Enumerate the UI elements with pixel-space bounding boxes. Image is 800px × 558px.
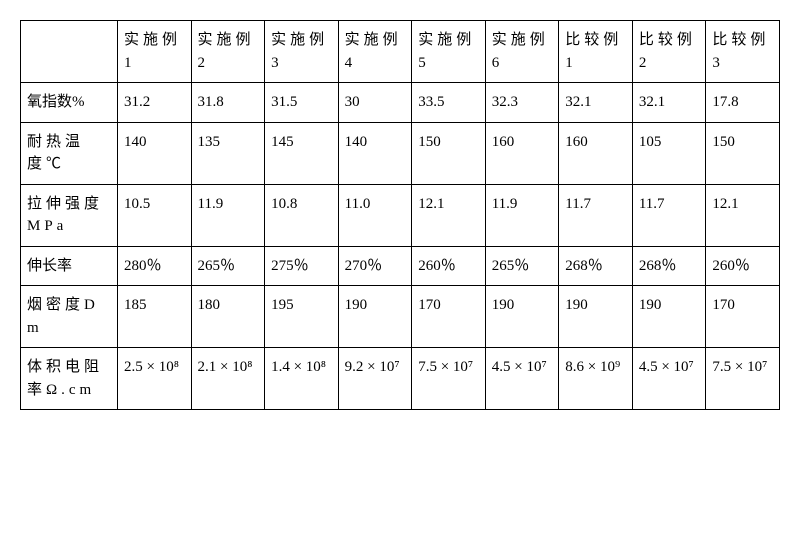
- data-cell: 160: [485, 122, 559, 184]
- header-row: 实施例1 实施例2 实施例3 实施例4 实施例5 实施例6 比较例1 比较例2 …: [21, 21, 780, 83]
- table-row: 伸长率 280％ 265％ 275％ 270％ 260％ 265％ 268％ 2…: [21, 246, 780, 286]
- data-cell: 280％: [118, 246, 192, 286]
- data-cell: 160: [559, 122, 633, 184]
- data-cell: 2.5 × 10⁸: [118, 348, 192, 410]
- row-label: 伸长率: [21, 246, 118, 286]
- data-cell: 11.7: [632, 184, 706, 246]
- data-cell: 11.7: [559, 184, 633, 246]
- row-label: 氧指数%: [21, 83, 118, 123]
- data-cell: 180: [191, 286, 265, 348]
- data-cell: 268％: [559, 246, 633, 286]
- table-row: 烟密度Dm 185 180 195 190 170 190 190 190 17…: [21, 286, 780, 348]
- data-cell: 145: [265, 122, 339, 184]
- data-cell: 268％: [632, 246, 706, 286]
- header-cell: 实施例5: [412, 21, 486, 83]
- data-cell: 4.5 × 10⁷: [632, 348, 706, 410]
- data-cell: 170: [412, 286, 486, 348]
- header-cell: 实施例1: [118, 21, 192, 83]
- header-cell: 实施例3: [265, 21, 339, 83]
- data-cell: 31.8: [191, 83, 265, 123]
- data-cell: 33.5: [412, 83, 486, 123]
- header-cell: 实施例4: [338, 21, 412, 83]
- data-cell: 32.1: [559, 83, 633, 123]
- table-row: 氧指数% 31.2 31.8 31.5 30 33.5 32.3 32.1 32…: [21, 83, 780, 123]
- header-cell: 实施例2: [191, 21, 265, 83]
- data-cell: 32.3: [485, 83, 559, 123]
- data-cell: 140: [118, 122, 192, 184]
- header-cell-blank: [21, 21, 118, 83]
- data-cell: 270％: [338, 246, 412, 286]
- row-label: 烟密度Dm: [21, 286, 118, 348]
- table-row: 体积电阻率Ω.cm 2.5 × 10⁸ 2.1 × 10⁸ 1.4 × 10⁸ …: [21, 348, 780, 410]
- data-cell: 105: [632, 122, 706, 184]
- table-row: 耐热温度℃ 140 135 145 140 150 160 160 105 15…: [21, 122, 780, 184]
- header-cell: 比较例1: [559, 21, 633, 83]
- data-cell: 10.8: [265, 184, 339, 246]
- data-cell: 265％: [191, 246, 265, 286]
- data-cell: 135: [191, 122, 265, 184]
- data-cell: 150: [412, 122, 486, 184]
- data-cell: 17.8: [706, 83, 780, 123]
- data-cell: 11.0: [338, 184, 412, 246]
- row-label: 拉伸强度MPa: [21, 184, 118, 246]
- data-cell: 195: [265, 286, 339, 348]
- table-row: 拉伸强度MPa 10.5 11.9 10.8 11.0 12.1 11.9 11…: [21, 184, 780, 246]
- header-cell: 实施例6: [485, 21, 559, 83]
- data-cell: 140: [338, 122, 412, 184]
- data-cell: 12.1: [412, 184, 486, 246]
- row-label: 耐热温度℃: [21, 122, 118, 184]
- data-cell: 275％: [265, 246, 339, 286]
- header-cell: 比较例2: [632, 21, 706, 83]
- data-cell: 7.5 × 10⁷: [412, 348, 486, 410]
- data-cell: 31.5: [265, 83, 339, 123]
- data-cell: 8.6 × 10⁹: [559, 348, 633, 410]
- row-label: 体积电阻率Ω.cm: [21, 348, 118, 410]
- data-cell: 185: [118, 286, 192, 348]
- data-cell: 11.9: [485, 184, 559, 246]
- data-cell: 2.1 × 10⁸: [191, 348, 265, 410]
- data-cell: 31.2: [118, 83, 192, 123]
- data-cell: 7.5 × 10⁷: [706, 348, 780, 410]
- data-cell: 32.1: [632, 83, 706, 123]
- data-cell: 265％: [485, 246, 559, 286]
- data-cell: 10.5: [118, 184, 192, 246]
- data-cell: 170: [706, 286, 780, 348]
- data-cell: 12.1: [706, 184, 780, 246]
- data-cell: 190: [338, 286, 412, 348]
- data-cell: 1.4 × 10⁸: [265, 348, 339, 410]
- data-cell: 260％: [412, 246, 486, 286]
- data-cell: 11.9: [191, 184, 265, 246]
- data-cell: 30: [338, 83, 412, 123]
- header-cell: 比较例3: [706, 21, 780, 83]
- data-cell: 190: [632, 286, 706, 348]
- data-cell: 190: [485, 286, 559, 348]
- data-cell: 4.5 × 10⁷: [485, 348, 559, 410]
- data-cell: 9.2 × 10⁷: [338, 348, 412, 410]
- data-table: 实施例1 实施例2 实施例3 实施例4 实施例5 实施例6 比较例1 比较例2 …: [20, 20, 780, 410]
- data-cell: 150: [706, 122, 780, 184]
- data-cell: 260％: [706, 246, 780, 286]
- data-cell: 190: [559, 286, 633, 348]
